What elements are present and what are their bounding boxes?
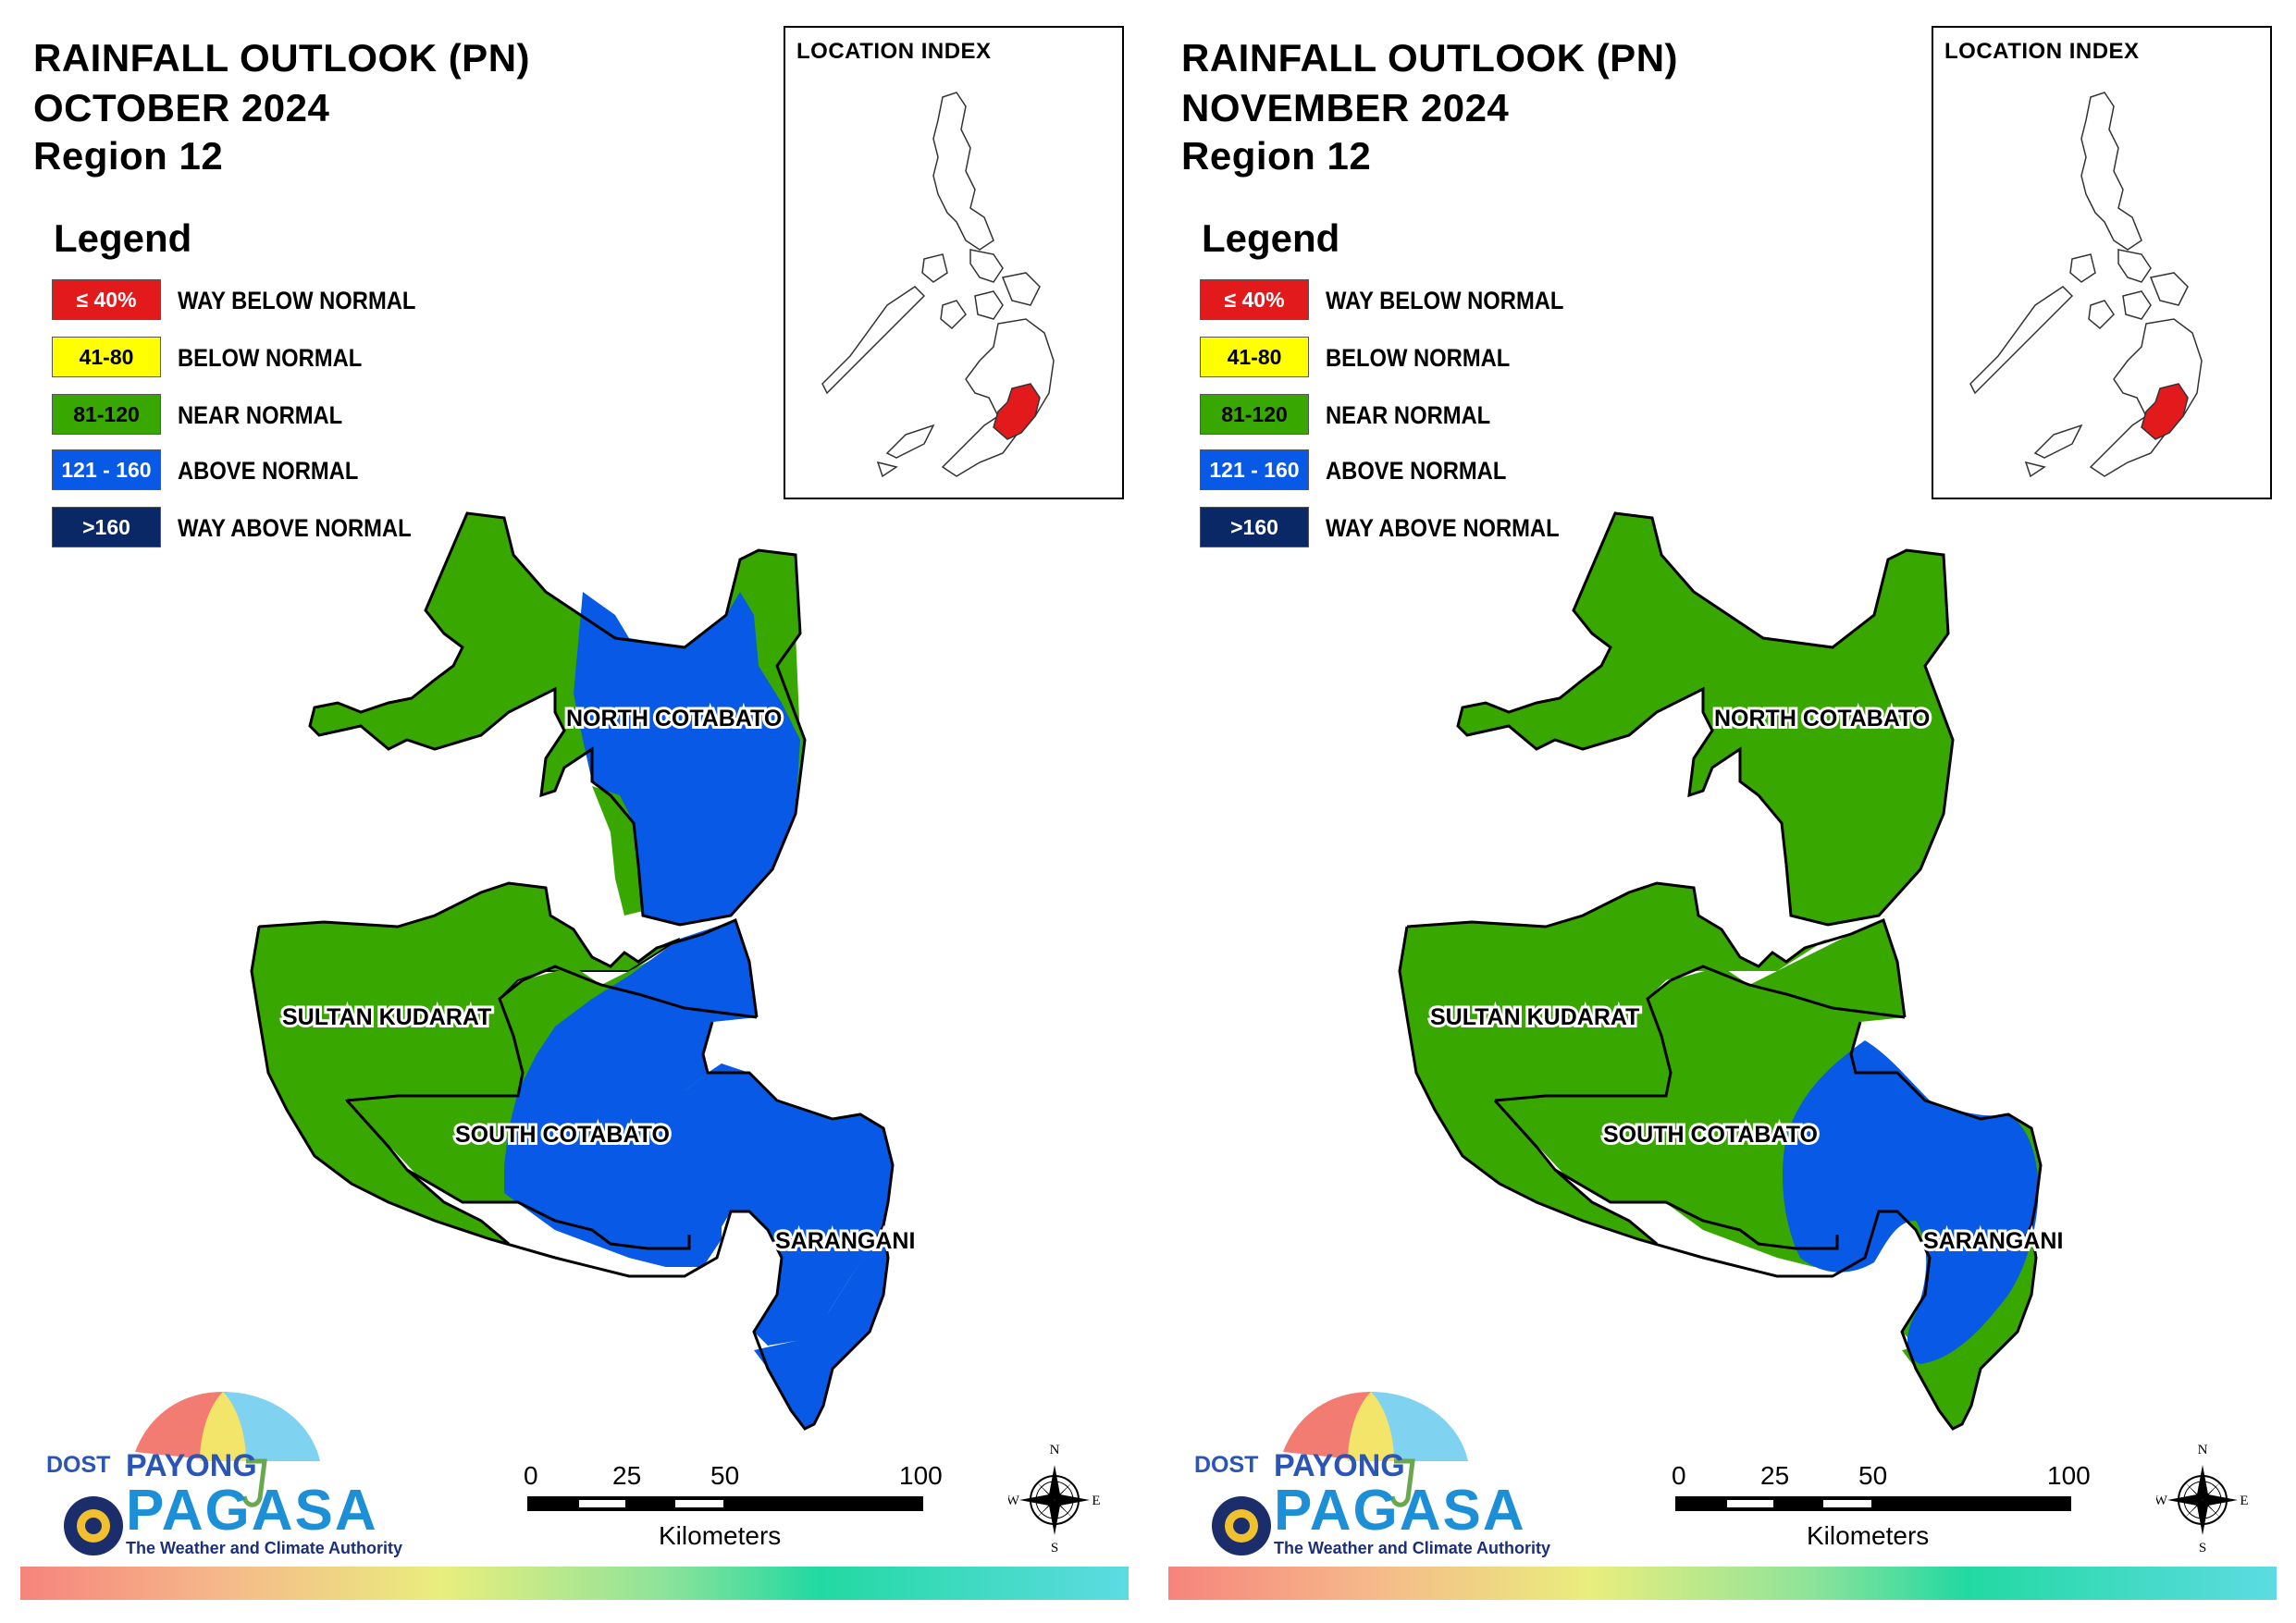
compass-w: W [1008, 1494, 1020, 1508]
map-month: OCTOBER 2024 [33, 86, 330, 129]
logo-dost-text: DOST [1194, 1452, 1259, 1478]
legend-title: Legend [54, 216, 192, 260]
logo-pagasa-text: PAGASA [126, 1479, 378, 1543]
scale-tick: 0 [524, 1461, 538, 1490]
logo-dost-text: DOST [46, 1452, 111, 1478]
legend-label: ABOVE NORMAL [1326, 457, 1507, 485]
legend-label: WAY ABOVE NORMAL [178, 514, 412, 542]
scale-tick: 0 [1672, 1461, 1686, 1490]
inset-title: LOCATION INDEX [1944, 39, 2140, 64]
label-north-cotabato: NORTH COTABATO [1714, 706, 1930, 732]
legend-swatch: 121 - 160 [52, 449, 161, 490]
legend-label: WAY BELOW NORMAL [178, 287, 416, 314]
legend-swatch: >160 [52, 507, 161, 547]
location-index-inset: LOCATION INDEX [784, 26, 1124, 499]
footer-color-bar [20, 1567, 1129, 1600]
legend-swatch: 81-120 [52, 394, 161, 435]
map-region: Region 12 [33, 134, 224, 178]
map-month: NOVEMBER 2024 [1181, 86, 1510, 129]
legend-label: NEAR NORMAL [1326, 401, 1491, 429]
panel-november: RAINFALL OUTLOOK (PN) NOVEMBER 2024 Regi… [1148, 0, 2296, 1623]
compass-s: S [1051, 1541, 1058, 1554]
label-south-cotabato: SOUTH COTABATO [455, 1122, 670, 1148]
logo-tagline: The Weather and Climate Authority [126, 1539, 403, 1557]
pagasa-logo: DOST PAYONG PAGASA The Weather and Clima… [1181, 1387, 1551, 1563]
compass-e: E [1092, 1494, 1100, 1508]
scale-unit: Kilometers [1807, 1521, 1930, 1550]
legend-label: BELOW NORMAL [178, 344, 363, 372]
scale-tick: 50 [710, 1461, 740, 1490]
philippines-outline-map [1969, 92, 2203, 478]
map-region: Region 12 [1181, 134, 1372, 178]
scale-tick: 100 [2047, 1461, 2091, 1490]
label-sarangani: SARANGANI [1923, 1228, 2063, 1254]
legend-swatch: 81-120 [1200, 394, 1309, 435]
legend-label: ABOVE NORMAL [178, 457, 359, 485]
legend-label: NEAR NORMAL [178, 401, 343, 429]
legend-swatch: 41-80 [1200, 337, 1309, 377]
panel-october: RAINFALL OUTLOOK (PN) OCTOBER 2024 Regio… [20, 26, 1129, 1600]
compass-n: N [2198, 1443, 2208, 1457]
umbrella-icon [64, 1392, 320, 1555]
pagasa-logo: DOST PAYONG PAGASA The Weather and Clima… [33, 1387, 403, 1563]
scale-tick: 100 [899, 1461, 943, 1490]
legend-title: Legend [1202, 216, 1340, 260]
legend-label: BELOW NORMAL [1326, 344, 1511, 372]
label-sultan-kudarat: SULTAN KUDARAT [282, 1004, 491, 1030]
inset-title: LOCATION INDEX [796, 39, 992, 64]
label-sultan-kudarat: SULTAN KUDARAT [1430, 1004, 1639, 1030]
legend-label: WAY BELOW NORMAL [1326, 287, 1564, 314]
legend-swatch: ≤ 40% [1200, 279, 1309, 320]
scale-unit: Kilometers [659, 1521, 782, 1550]
legend-label: WAY ABOVE NORMAL [1326, 514, 1560, 542]
legend-swatch: 121 - 160 [1200, 449, 1309, 490]
south-cotabato-near-normal [1495, 920, 1905, 1244]
scale-tick: 25 [1760, 1461, 1790, 1490]
compass-n: N [1050, 1443, 1060, 1457]
sarangani-above-normal [504, 1064, 893, 1346]
compass-rose-icon: N E S W [1008, 1443, 1101, 1554]
scale-bar-graphic [527, 1496, 923, 1511]
map-title: RAINFALL OUTLOOK (PN) [33, 36, 531, 80]
label-south-cotabato: SOUTH COTABATO [1603, 1122, 1818, 1148]
philippines-outline-map [821, 92, 1055, 478]
north-cotabato-near-normal [1458, 513, 1953, 925]
umbrella-icon [1212, 1392, 1468, 1555]
logo-pagasa-text: PAGASA [1274, 1479, 1526, 1543]
logo-payong-text: PAYONG [126, 1448, 257, 1483]
compass-e: E [2240, 1494, 2248, 1508]
label-sarangani: SARANGANI [775, 1228, 915, 1254]
scale-tick: 50 [1858, 1461, 1888, 1490]
logo-tagline: The Weather and Climate Authority [1274, 1539, 1551, 1557]
north-cotabato-above-normal [574, 592, 800, 925]
above-normal-zone [1782, 1040, 2039, 1364]
compass-w: W [2156, 1494, 2168, 1508]
region-12-map: NORTH COTABATO SULTAN KUDARAT SOUTH COTA… [250, 511, 916, 1431]
region-12-highlight [993, 383, 1041, 440]
sultan-kudarat-area [1400, 883, 1828, 1244]
legend-swatch: >160 [1200, 507, 1309, 547]
location-index-inset: LOCATION INDEX [1932, 26, 2272, 499]
map-title: RAINFALL OUTLOOK (PN) [1181, 36, 1679, 80]
legend-swatch: 41-80 [52, 337, 161, 377]
compass-s: S [2199, 1541, 2206, 1554]
legend-swatch: ≤ 40% [52, 279, 161, 320]
scale-tick: 25 [612, 1461, 642, 1490]
compass-rose-icon: N E S W [2156, 1443, 2249, 1554]
label-north-cotabato: NORTH COTABATO [566, 706, 782, 732]
footer-color-bar [1168, 1567, 2277, 1600]
region-12-map: NORTH COTABATO SULTAN KUDARAT SOUTH COTA… [1398, 511, 2066, 1431]
scale-bar-graphic [1675, 1496, 2071, 1511]
logo-payong-text: PAYONG [1274, 1448, 1405, 1483]
region-12-highlight [2141, 383, 2189, 440]
